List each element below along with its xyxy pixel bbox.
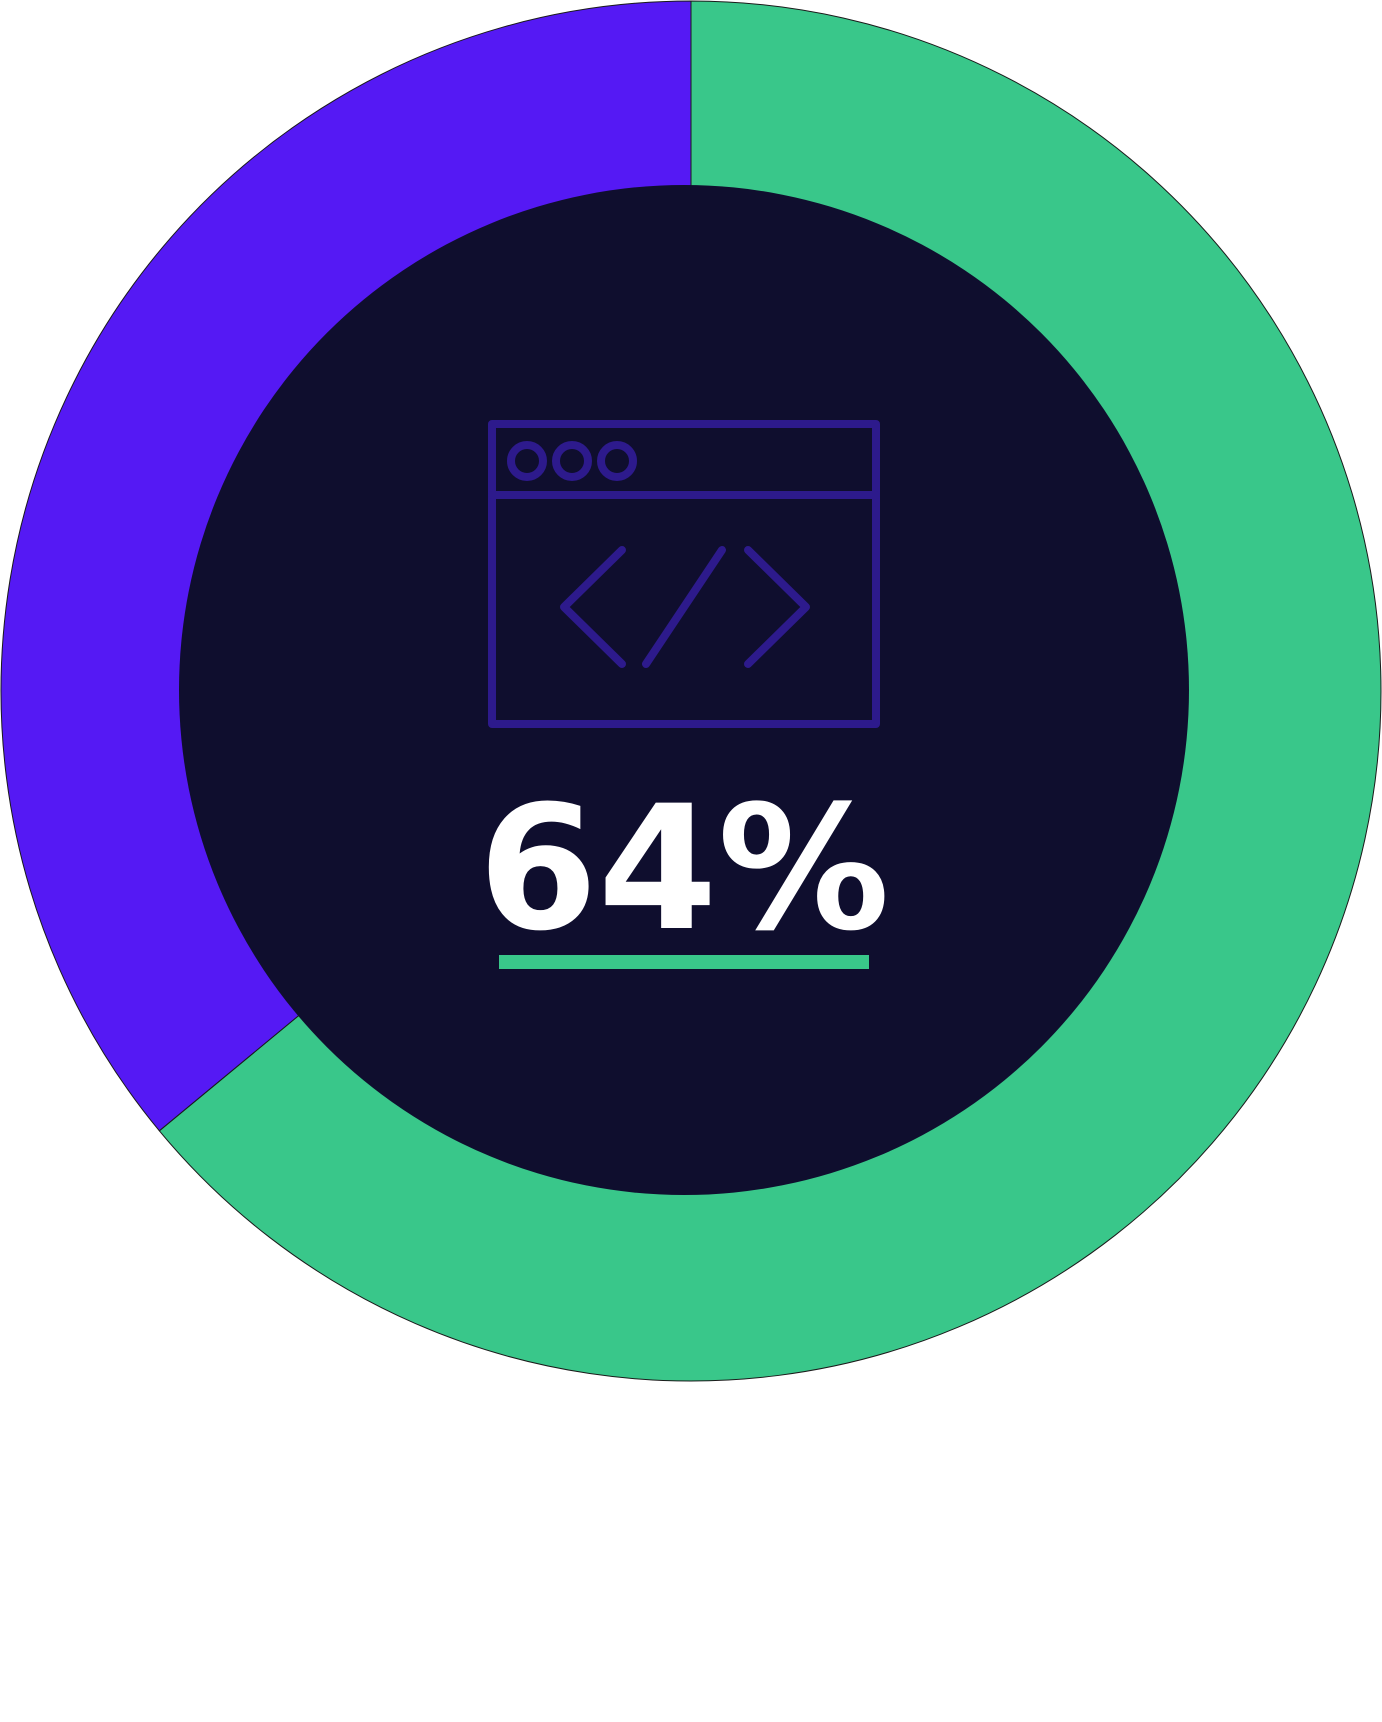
percentage-underline bbox=[499, 955, 869, 969]
donut-center bbox=[179, 185, 1189, 1195]
browser-code-icon bbox=[488, 420, 880, 728]
center-percentage: 64% bbox=[478, 768, 890, 969]
